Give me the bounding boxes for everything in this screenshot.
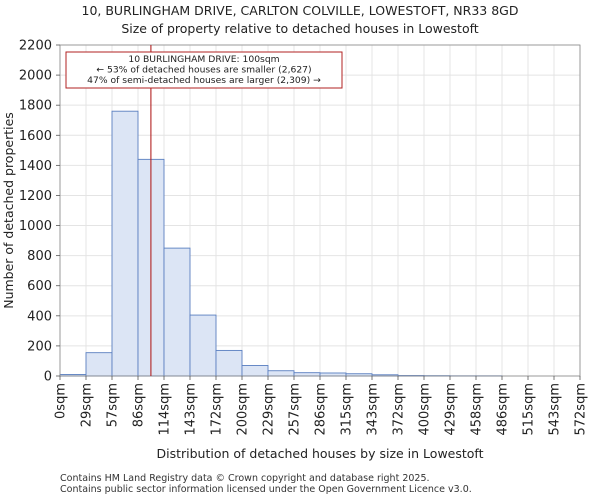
x-tick-label-6: 172sqm [210,383,225,436]
y-tick-label-0: 0 [44,370,52,385]
chart-subtitle: Size of property relative to detached ho… [121,21,479,36]
x-axis-label: Distribution of detached houses by size … [156,446,483,461]
y-tick-label-8: 1600 [19,129,52,144]
y-axis: 0 200 400 600 800 1000 1200 1400 1600 1800 2000 220… [19,39,60,385]
bar-114sqm [163,247,191,377]
x-tick-label-11: 315sqm [340,383,355,436]
chart-title-block: 10, BURLINGHAM DRIVE, CARLTON COLVILLE, … [0,2,600,38]
y-tick-label-7: 1400 [19,159,52,174]
x-tick-label-18: 515sqm [522,383,537,436]
y-tick-label-3: 600 [27,279,52,294]
bar-229sqm [267,370,295,377]
x-tick-label-12: 343sqm [366,383,381,436]
bar-286sqm [319,372,347,377]
x-tick-label-16: 458sqm [470,383,485,436]
annotation-box: 10 BURLINGHAM DRIVE: 100sqm ← 53% of det… [65,51,343,89]
y-tick-label-4: 800 [27,249,52,264]
bar-172sqm [215,349,243,377]
y-tick-label-5: 1000 [19,219,52,234]
x-axis: 0sqm 29sqm 57sqm 86sqm 114sqm 143sqm 172sqm 200… [54,376,589,436]
footer-line-licence: Contains public sector information licen… [60,484,472,495]
annotation-line-larger: 47% of semi-detached houses are larger (… [87,75,321,86]
x-tick-label-14: 400sqm [418,383,433,436]
annotation-frame [65,51,343,89]
x-tick-label-13: 372sqm [392,383,407,436]
x-tick-label-19: 543sqm [548,383,563,436]
x-tick-label-7: 200sqm [236,383,251,436]
chart-title: 10, BURLINGHAM DRIVE, CARLTON COLVILLE, … [81,3,519,18]
y-tick-label-9: 1800 [19,99,52,114]
footer: Contains HM Land Registry data © Crown c… [60,473,472,495]
x-tick-label-15: 429sqm [444,383,459,436]
x-tick-label-4: 114sqm [158,383,173,436]
y-tick-label-11: 2200 [19,39,52,54]
x-tick-label-8: 229sqm [262,383,277,436]
x-tick-label-0: 0sqm [54,383,69,419]
x-tick-label-5: 143sqm [184,383,199,436]
bar-29sqm [85,352,113,377]
bar-57sqm [111,110,139,377]
y-tick-label-2: 400 [27,309,52,324]
y-tick-label-1: 200 [27,339,52,354]
x-tick-label-17: 486sqm [496,383,511,436]
x-tick-label-2: 57sqm [106,383,121,427]
y-tick-label-6: 1200 [19,189,52,204]
annotation-line-smaller: ← 53% of detached houses are smaller (2,… [96,65,311,76]
bar-257sqm [293,372,321,377]
bar-200sqm [241,365,269,377]
y-axis-label: Number of detached properties [1,112,16,309]
bars-layer [59,110,503,377]
bar-143sqm [189,314,217,377]
x-tick-label-20: 572sqm [574,383,589,436]
annotation-line-address: 10 BURLINGHAM DRIVE: 100sqm [128,54,279,65]
x-tick-label-10: 286sqm [314,383,329,436]
x-tick-label-9: 257sqm [288,383,303,436]
y-tick-label-10: 2000 [19,69,52,84]
x-tick-label-1: 29sqm [80,383,95,427]
footer-line-land-registry: Contains HM Land Registry data © Crown c… [60,473,430,484]
x-tick-label-3: 86sqm [132,383,147,427]
